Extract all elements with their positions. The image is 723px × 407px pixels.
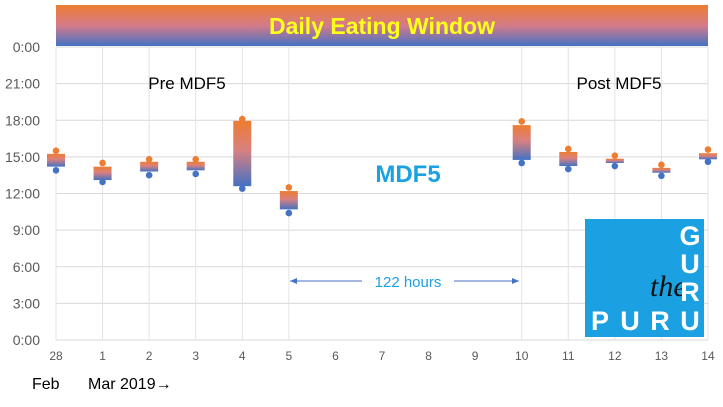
eating-window-bar bbox=[140, 161, 159, 172]
last-meal-point bbox=[52, 147, 60, 155]
last-meal-point bbox=[564, 145, 572, 153]
first-meal-point bbox=[145, 171, 153, 179]
logo-letter: U bbox=[620, 306, 640, 336]
logo-letter: U bbox=[680, 249, 700, 279]
y-tick-label: 18:00 bbox=[5, 112, 40, 128]
pre-label: Pre MDF5 bbox=[148, 74, 225, 93]
first-meal-point bbox=[704, 158, 712, 166]
x-tick-label: 4 bbox=[239, 349, 246, 363]
last-meal-point bbox=[99, 159, 106, 167]
gap-label: 122 hours bbox=[375, 274, 442, 291]
x-tick-label: 6 bbox=[332, 349, 339, 363]
first-meal-point bbox=[192, 170, 200, 178]
x-tick-label: 3 bbox=[192, 349, 199, 363]
first-meal-point bbox=[99, 178, 106, 186]
eating-window-bar bbox=[652, 167, 671, 173]
y-tick-label: 21:00 bbox=[5, 76, 40, 92]
logo-letter: U bbox=[680, 306, 700, 336]
x-tick-label: 11 bbox=[562, 349, 575, 363]
eating-window-bar bbox=[93, 166, 112, 181]
last-meal-point bbox=[238, 115, 246, 123]
x-tick-label: 10 bbox=[515, 349, 529, 363]
x-tick-label: 1 bbox=[99, 349, 106, 363]
last-meal-point bbox=[145, 156, 153, 163]
x-tick-label: 5 bbox=[286, 349, 293, 363]
eating-window-bar bbox=[186, 161, 205, 171]
last-meal-point bbox=[658, 161, 665, 169]
x-tick-label: 8 bbox=[425, 349, 432, 363]
logo-letter: G bbox=[679, 221, 700, 251]
eating-window-bar bbox=[512, 125, 531, 160]
x-tick-label: 7 bbox=[379, 349, 386, 363]
month-feb: Feb bbox=[32, 376, 60, 393]
x-tick-label: 9 bbox=[472, 349, 479, 363]
y-tick-label: 0:00 bbox=[13, 39, 40, 55]
y-tick-label: 6:00 bbox=[13, 259, 40, 275]
x-tick-label: 12 bbox=[608, 349, 622, 363]
first-meal-point bbox=[564, 165, 572, 173]
y-tick-label: 12:00 bbox=[5, 186, 40, 202]
logo-letter: R bbox=[680, 277, 700, 307]
x-tick-label: 13 bbox=[655, 349, 669, 363]
post-label: Post MDF5 bbox=[576, 74, 661, 93]
eating-window-bar bbox=[279, 191, 298, 210]
y-tick-label: 3:00 bbox=[13, 295, 40, 311]
first-meal-point bbox=[238, 185, 246, 192]
first-meal-point bbox=[285, 209, 293, 217]
last-meal-point bbox=[192, 156, 200, 163]
logo-letter: R bbox=[650, 306, 670, 336]
first-meal-point bbox=[658, 172, 665, 180]
logo-the: the bbox=[650, 270, 687, 303]
y-tick-label: 9:00 bbox=[13, 222, 40, 238]
last-meal-point bbox=[611, 152, 619, 159]
logo-letter: P bbox=[591, 306, 609, 336]
first-meal-point bbox=[518, 159, 525, 167]
chart-title: Daily Eating Window bbox=[269, 13, 495, 39]
gap-label-bg bbox=[362, 270, 454, 292]
first-meal-point bbox=[52, 167, 60, 174]
x-tick-label: 28 bbox=[49, 349, 63, 363]
title-banner bbox=[56, 5, 708, 46]
eating-window-bar bbox=[605, 158, 624, 163]
last-meal-point bbox=[518, 118, 525, 125]
eating-window-bar bbox=[233, 120, 252, 187]
eating-window-bar bbox=[698, 153, 717, 160]
eating-window-bar bbox=[559, 151, 578, 167]
eating-window-bar bbox=[47, 153, 65, 167]
first-meal-point bbox=[611, 162, 619, 170]
month-mar: Mar 2019→ bbox=[88, 376, 172, 393]
y-tick-label: 0:00 bbox=[13, 332, 40, 348]
x-tick-label: 2 bbox=[146, 349, 153, 363]
last-meal-point bbox=[704, 146, 712, 153]
x-tick-label: 14 bbox=[701, 349, 715, 363]
mdf5-label: MDF5 bbox=[375, 161, 440, 188]
last-meal-point bbox=[285, 184, 293, 191]
y-tick-label: 15:00 bbox=[5, 149, 40, 165]
